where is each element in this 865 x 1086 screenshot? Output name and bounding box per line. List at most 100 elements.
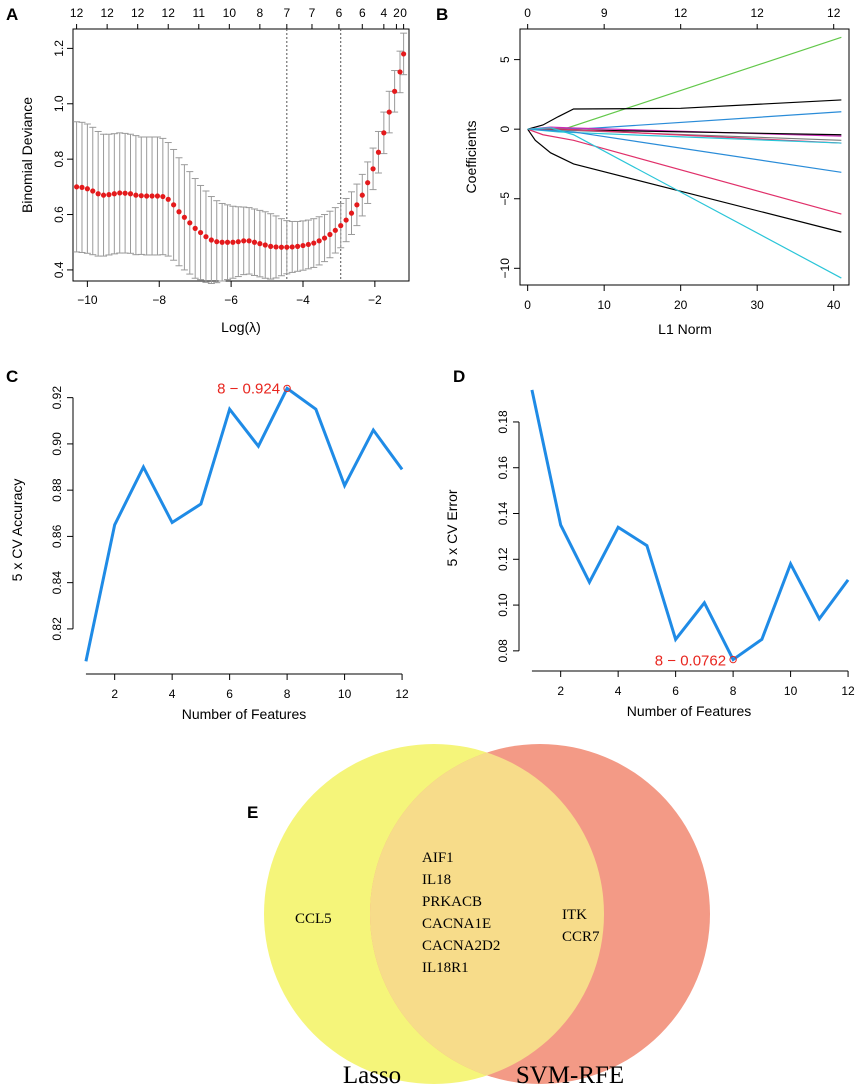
panel-a-error-bars xyxy=(73,32,408,284)
y-tick-label: 0.88 xyxy=(50,478,64,502)
coefficient-path-line xyxy=(527,128,842,233)
deviance-point xyxy=(235,239,241,245)
deviance-point xyxy=(149,193,155,199)
venn-left-only-gene: CCL5 xyxy=(295,911,332,927)
y-tick-label: 0.90 xyxy=(50,432,64,456)
deviance-point xyxy=(219,239,225,245)
venn-right-only-gene: CCR7 xyxy=(562,929,600,945)
top-tick-label: 12 xyxy=(674,6,688,20)
deviance-point xyxy=(171,202,177,208)
coefficient-path-line xyxy=(527,127,842,279)
deviance-point xyxy=(257,241,263,247)
deviance-point xyxy=(127,191,134,197)
x-tick-label: 20 xyxy=(674,298,688,312)
deviance-point xyxy=(106,192,112,198)
top-tick-label: 6 xyxy=(359,6,366,20)
x-tick-label: −2 xyxy=(368,293,382,307)
top-tick-label: 12 xyxy=(100,6,114,20)
deviance-point xyxy=(122,190,128,196)
panel-a-axes: −10 −8 −6 −4 −2 0.4 0.6 0.8 1.0 1.2 12 12 12 12 11 10 8 7… xyxy=(52,6,407,307)
deviance-point xyxy=(192,225,198,231)
top-tick-label: 8 xyxy=(257,6,264,20)
deviance-point xyxy=(338,223,344,229)
cv-line xyxy=(84,386,404,662)
y-tick-label: −10 xyxy=(498,258,512,279)
y-tick-label: 0.8 xyxy=(52,150,66,167)
venn-shared-gene: CACNA2D2 xyxy=(422,938,500,954)
y-tick-label: 0.14 xyxy=(496,502,510,526)
panel-d-label: D xyxy=(453,367,465,386)
panel-b-frame xyxy=(519,28,850,286)
coefficient-path-line xyxy=(527,128,842,173)
x-tick-label: −6 xyxy=(224,293,238,307)
panel-a-deviance-points xyxy=(73,51,407,250)
x-tick-label: 6 xyxy=(226,687,233,701)
panel-c-xlabel: Number of Features xyxy=(182,706,307,722)
x-tick-label: 4 xyxy=(169,687,176,701)
panel-a-frame xyxy=(72,28,410,282)
top-tick-label: 2 xyxy=(393,6,400,20)
top-tick-label: 7 xyxy=(283,6,290,20)
deviance-point xyxy=(370,166,376,172)
top-tick-label: 7 xyxy=(309,6,316,20)
deviance-point xyxy=(365,180,371,186)
deviance-point xyxy=(300,242,306,249)
deviance-point xyxy=(90,188,96,194)
deviance-point xyxy=(273,244,279,250)
x-tick-label: 10 xyxy=(597,298,611,312)
panel-e-venn-diagram: E CCL5 AIF1 IL18 PRKACB CACNA1E CACNA2D2… xyxy=(247,744,710,1086)
deviance-point xyxy=(311,240,317,246)
x-tick-label: 8 xyxy=(284,687,291,701)
panel-e-label: E xyxy=(247,803,258,822)
panel-c-cv-accuracy: C Number of Features 5 x CV Accuracy 2 4 6… xyxy=(6,367,409,722)
y-tick-label: 1.0 xyxy=(52,95,66,112)
top-tick-label: 12 xyxy=(162,6,176,20)
y-tick-label: 0.16 xyxy=(496,456,510,480)
deviance-point xyxy=(294,243,301,249)
cv-line xyxy=(530,389,850,662)
panel-b-ylabel: Coefficients xyxy=(463,121,479,194)
y-tick-label: 0.84 xyxy=(50,571,64,595)
x-tick-label: 0 xyxy=(524,298,531,312)
deviance-point xyxy=(284,244,290,250)
top-tick-label: 6 xyxy=(336,6,343,20)
deviance-point xyxy=(117,190,123,196)
top-tick-label: 0 xyxy=(400,6,407,20)
deviance-point xyxy=(321,235,328,241)
best-point-marker xyxy=(283,384,291,393)
panel-a-ylabel: Binomial Deviance xyxy=(19,97,35,213)
deviance-point xyxy=(208,237,214,243)
x-tick-label: 12 xyxy=(841,684,855,698)
deviance-point xyxy=(95,191,101,197)
x-tick-label: 2 xyxy=(557,684,564,698)
deviance-point xyxy=(268,243,274,249)
top-tick-label: 12 xyxy=(131,6,145,20)
venn-shared-gene: AIF1 xyxy=(422,850,454,866)
coefficient-path-line xyxy=(527,99,842,130)
y-tick-label: 0.18 xyxy=(496,410,510,434)
top-tick-label: 9 xyxy=(601,6,608,20)
deviance-point xyxy=(154,193,161,199)
panel-d-cv-error: D Number of Features 5 x CV Error 2 4 6 8 10… xyxy=(444,367,855,719)
deviance-point xyxy=(401,51,407,57)
deviance-point xyxy=(230,239,236,245)
deviance-point xyxy=(316,238,322,244)
y-tick-label: 0.08 xyxy=(496,639,510,663)
deviance-point xyxy=(392,88,398,94)
deviance-point xyxy=(73,184,80,190)
deviance-point xyxy=(386,109,392,115)
deviance-point xyxy=(100,192,107,198)
deviance-point xyxy=(262,242,268,248)
deviance-point xyxy=(203,234,209,240)
best-point-marker xyxy=(729,655,737,664)
best-point-label: 8 − 0.0762 xyxy=(655,653,726,670)
deviance-point xyxy=(327,231,333,238)
top-tick-label: 12 xyxy=(751,6,765,20)
deviance-point xyxy=(165,196,171,202)
deviance-point xyxy=(84,186,90,192)
deviance-point xyxy=(381,130,387,136)
x-tick-label: 12 xyxy=(395,687,409,701)
y-tick-label: 0.86 xyxy=(50,524,64,548)
x-tick-label: 2 xyxy=(111,687,118,701)
